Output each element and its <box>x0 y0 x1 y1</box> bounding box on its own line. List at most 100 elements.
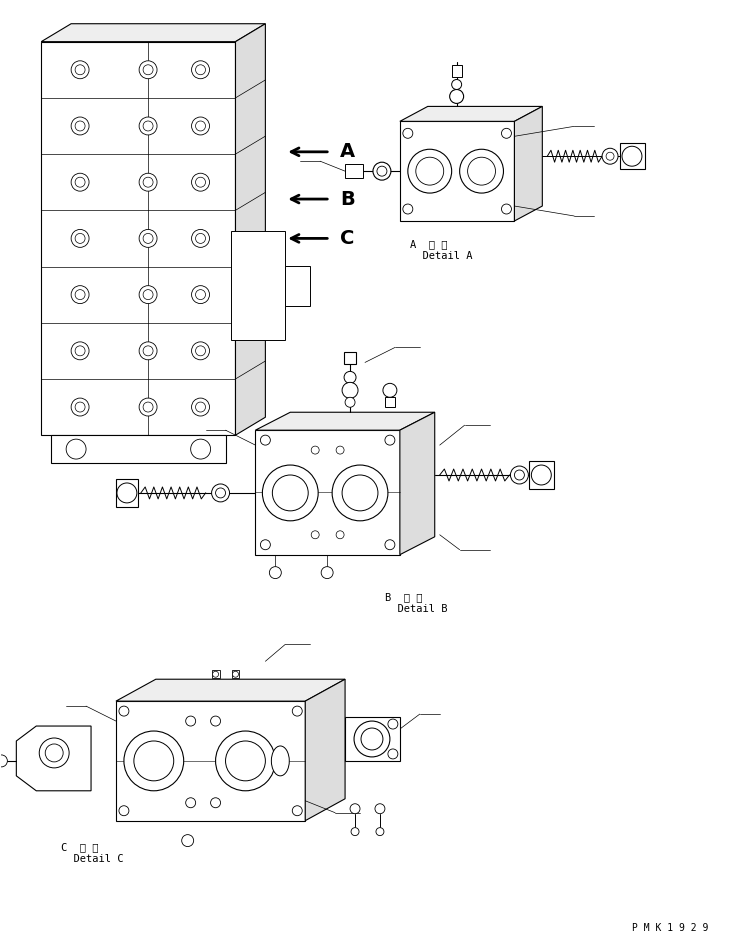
Text: B: B <box>340 190 355 209</box>
Circle shape <box>350 804 360 814</box>
Polygon shape <box>285 266 311 306</box>
Circle shape <box>75 65 85 75</box>
Circle shape <box>186 716 195 726</box>
Circle shape <box>602 148 618 164</box>
Circle shape <box>195 65 206 75</box>
Circle shape <box>192 342 209 360</box>
Bar <box>385 397 395 408</box>
Circle shape <box>385 435 395 446</box>
Circle shape <box>211 484 230 502</box>
Circle shape <box>292 806 303 816</box>
Circle shape <box>467 157 496 185</box>
Circle shape <box>143 402 153 412</box>
Bar <box>232 671 240 678</box>
Circle shape <box>606 152 614 161</box>
Circle shape <box>293 290 301 297</box>
Polygon shape <box>255 412 434 430</box>
Circle shape <box>139 230 157 247</box>
Polygon shape <box>305 679 345 821</box>
Circle shape <box>252 310 263 321</box>
Circle shape <box>321 566 333 579</box>
Circle shape <box>75 234 85 243</box>
Circle shape <box>191 439 211 459</box>
Bar <box>344 352 356 365</box>
Circle shape <box>71 230 89 247</box>
Text: B  詳 細
  Detail B: B 詳 細 Detail B <box>385 593 448 614</box>
Polygon shape <box>116 679 345 701</box>
Circle shape <box>342 475 378 511</box>
Circle shape <box>336 446 344 454</box>
Text: P M K 1 9 2 9: P M K 1 9 2 9 <box>632 923 709 933</box>
Circle shape <box>293 274 301 281</box>
Circle shape <box>311 446 319 454</box>
Circle shape <box>71 61 89 79</box>
Circle shape <box>75 121 85 131</box>
Circle shape <box>117 483 137 503</box>
Circle shape <box>254 283 260 289</box>
Ellipse shape <box>271 746 289 776</box>
Circle shape <box>375 804 385 814</box>
Circle shape <box>45 744 63 762</box>
Circle shape <box>403 128 413 139</box>
Circle shape <box>377 166 387 176</box>
Circle shape <box>192 286 209 304</box>
Circle shape <box>195 234 206 243</box>
Circle shape <box>252 250 263 261</box>
Circle shape <box>143 234 153 243</box>
Circle shape <box>342 382 358 398</box>
Circle shape <box>344 371 356 384</box>
Bar <box>116 479 138 507</box>
Bar <box>345 717 400 761</box>
Circle shape <box>182 835 194 846</box>
Circle shape <box>139 286 157 304</box>
Circle shape <box>383 384 397 397</box>
Circle shape <box>66 439 86 459</box>
Circle shape <box>622 146 642 166</box>
Circle shape <box>0 755 7 767</box>
Circle shape <box>311 531 319 539</box>
Circle shape <box>143 346 153 356</box>
Circle shape <box>211 716 221 726</box>
Polygon shape <box>400 122 515 221</box>
Circle shape <box>292 706 303 716</box>
Circle shape <box>502 128 512 139</box>
Circle shape <box>124 731 184 790</box>
Polygon shape <box>400 412 434 555</box>
Circle shape <box>143 290 153 299</box>
Circle shape <box>502 204 512 214</box>
Circle shape <box>143 65 153 75</box>
Circle shape <box>515 470 524 480</box>
Bar <box>529 461 554 489</box>
Circle shape <box>134 741 174 781</box>
Circle shape <box>388 749 398 759</box>
Circle shape <box>143 121 153 131</box>
Circle shape <box>388 719 398 729</box>
Circle shape <box>452 80 461 89</box>
Circle shape <box>376 827 384 836</box>
Circle shape <box>186 798 195 808</box>
Circle shape <box>139 61 157 79</box>
Circle shape <box>252 279 263 292</box>
Circle shape <box>71 173 89 191</box>
Circle shape <box>385 540 395 550</box>
Circle shape <box>416 157 444 185</box>
Circle shape <box>143 178 153 187</box>
Polygon shape <box>235 24 265 435</box>
Circle shape <box>119 806 129 816</box>
Circle shape <box>75 178 85 187</box>
Polygon shape <box>42 24 265 42</box>
Circle shape <box>195 178 206 187</box>
Circle shape <box>119 706 129 716</box>
Circle shape <box>332 466 388 521</box>
Circle shape <box>71 398 89 416</box>
Circle shape <box>237 238 244 244</box>
Circle shape <box>274 238 281 244</box>
Circle shape <box>75 290 85 299</box>
Circle shape <box>139 342 157 360</box>
Circle shape <box>403 204 413 214</box>
Circle shape <box>195 121 206 131</box>
Circle shape <box>460 149 504 193</box>
Circle shape <box>216 488 225 498</box>
Circle shape <box>354 721 390 757</box>
Circle shape <box>233 672 238 677</box>
